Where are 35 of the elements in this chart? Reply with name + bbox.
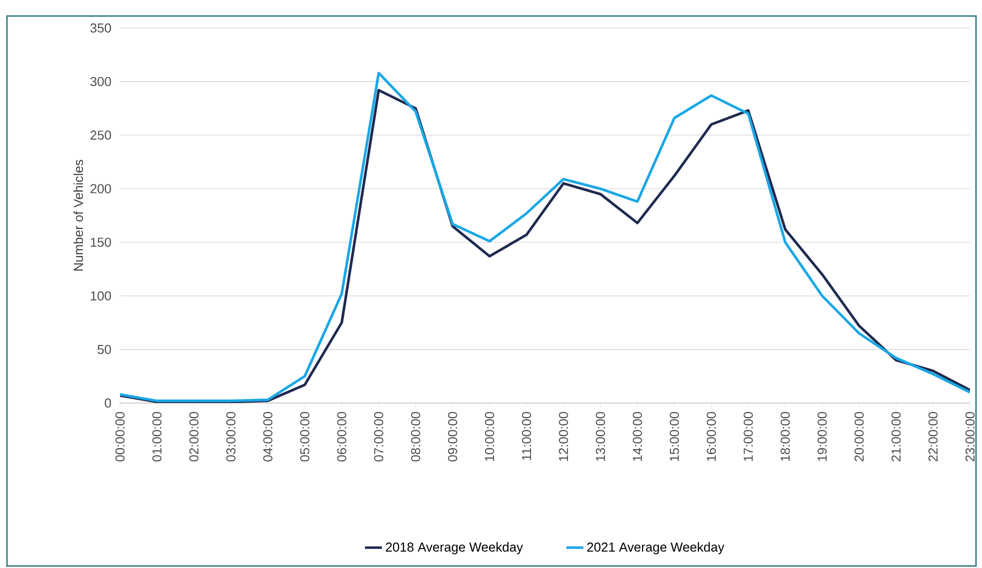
x-tick-label: 13:00:00 (596, 412, 606, 461)
x-tick-label: 02:00:00 (189, 412, 198, 462)
x-tick-label: 22:00:00 (928, 412, 938, 462)
x-tick-label: 06:00:00 (337, 412, 346, 462)
x-tick-label: 19:00:00 (818, 412, 827, 461)
x-tick-label: 07:00:00 (374, 412, 384, 462)
legend-label: 2021 Average Weekday (587, 542, 724, 554)
x-tick-label: 16:00:00 (706, 412, 716, 461)
y-tick-label: 0 (104, 398, 111, 408)
x-tick-label: 10:00:00 (484, 412, 494, 461)
x-tick-label: 05:00:00 (300, 412, 310, 462)
y-tick-label: 200 (90, 184, 111, 194)
x-tick-label: 20:00:00 (854, 412, 864, 462)
x-tick-label: 01:00:00 (152, 412, 162, 462)
x-tick-label: 04:00:00 (263, 412, 272, 462)
y-axis-title: Number of Vehicles (74, 160, 84, 271)
x-tick-label: 11:00:00 (522, 412, 532, 460)
x-tick-label: 23:00:00 (965, 412, 975, 462)
legend-label: 2018 Average Weekday (386, 542, 523, 554)
y-tick-label: 100 (90, 291, 111, 300)
x-tick-label: 17:00:00 (744, 412, 753, 461)
x-tick-label: 14:00:00 (632, 412, 642, 461)
y-tick-label: 300 (90, 76, 111, 86)
y-tick-label: 350 (90, 23, 111, 33)
x-tick-label: 15:00:00 (670, 412, 679, 461)
x-tick-label: 08:00:00 (411, 412, 420, 462)
x-tick-label: 18:00:00 (780, 412, 790, 461)
y-tick-label: 50 (98, 344, 111, 354)
x-tick-label: 12:00:00 (558, 412, 568, 461)
x-tick-label: 09:00:00 (448, 412, 458, 462)
y-tick-label: 150 (90, 238, 111, 247)
x-tick-label: 00:00:00 (115, 412, 125, 462)
y-tick-label: 250 (90, 130, 111, 140)
x-tick-label: 21:00:00 (892, 412, 901, 462)
x-tick-label: 03:00:00 (226, 412, 236, 462)
